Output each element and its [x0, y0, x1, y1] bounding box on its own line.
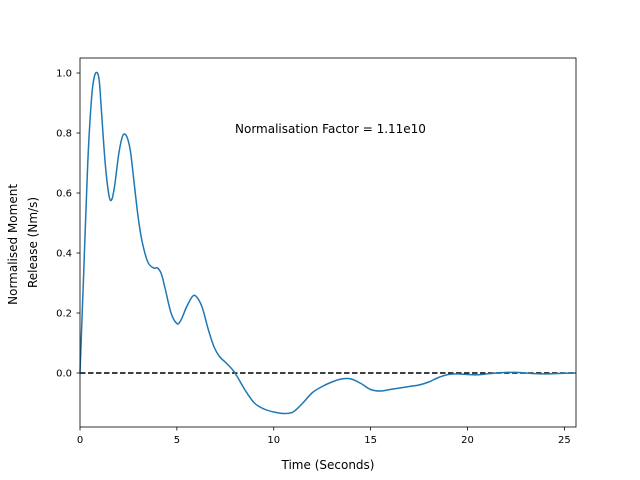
x-tick-label: 25	[558, 435, 571, 446]
x-axis-title: Time (Seconds)	[281, 458, 375, 472]
series-line-0	[79, 71, 577, 415]
y-tick-label: 1.0	[56, 69, 72, 80]
y-tick-label: 0.2	[56, 309, 72, 320]
x-tick-label: 15	[364, 435, 377, 446]
y-tick-label: 0.8	[56, 129, 72, 140]
y-axis-title-line-2: Release (Nm/s)	[26, 197, 40, 288]
x-tick-label: 5	[174, 435, 180, 446]
y-axis-title: Normalised Moment Release (Nm/s)	[6, 180, 40, 305]
y-tick-label: 0.4	[56, 249, 72, 260]
normalisation-annotation: Normalisation Factor = 1.11e10	[235, 122, 426, 136]
y-tick-label: 0.6	[56, 189, 72, 200]
y-axis-title-line-1: Normalised Moment	[6, 184, 20, 305]
axes-frame	[79, 57, 577, 428]
x-axis-ticks: 0 5 10 15 20 25	[77, 427, 571, 446]
y-tick-label: 0.0	[56, 369, 72, 380]
series-group	[79, 71, 577, 415]
y-axis-ticks: 0.0 0.2 0.4 0.6 0.8 1.0	[56, 69, 80, 380]
x-tick-label: 0	[77, 435, 83, 446]
x-tick-label: 10	[267, 435, 280, 446]
x-tick-label: 20	[461, 435, 474, 446]
